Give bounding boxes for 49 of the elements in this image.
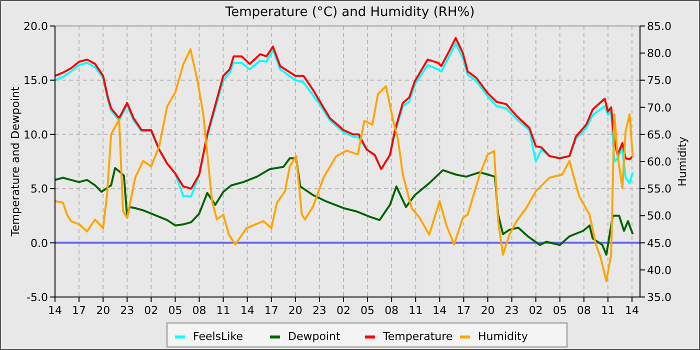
legend-label: FeelsLike <box>193 330 244 343</box>
x-tick-label: 05 <box>168 304 182 317</box>
x-tick-label: 14 <box>240 304 254 317</box>
x-tick-label: 08 <box>576 304 591 317</box>
x-tick-label: 05 <box>552 304 567 317</box>
y2-tick-label: 80.0 <box>647 47 672 60</box>
x-tick-label: 23 <box>120 304 134 317</box>
y2-tick-label: 50.0 <box>647 210 672 223</box>
y2-tick-label: 55.0 <box>647 182 672 196</box>
legend-label: Dewpoint <box>288 330 341 343</box>
y-axis-title: Temperature and Dewpoint <box>9 86 22 238</box>
x-tick-label: 08 <box>384 304 399 317</box>
x-tick-label: 23 <box>504 304 519 317</box>
legend-label: Temperature <box>382 330 453 343</box>
x-tick-label: 23 <box>312 304 326 317</box>
y2-tick-label: 65.0 <box>647 128 672 142</box>
y2-tick-label: 40.0 <box>647 264 672 277</box>
x-tick-label: 17 <box>264 304 278 317</box>
x-tick-label: 14 <box>48 304 62 317</box>
y2-tick-label: 70.0 <box>647 101 672 114</box>
x-tick-label: 11 <box>216 304 230 317</box>
y2-tick-label: 75.0 <box>647 74 672 88</box>
x-tick-label: 05 <box>360 304 375 317</box>
x-tick-label: 14 <box>432 304 447 317</box>
x-tick-label: 17 <box>456 304 471 317</box>
y-tick-label: 20.0 <box>24 20 48 33</box>
y2-tick-label: 60.0 <box>647 156 672 168</box>
legend-label: Humidity <box>478 330 528 343</box>
y-tick-label: 5.0 <box>30 182 48 196</box>
x-tick-label: 11 <box>408 304 423 317</box>
y-tick-label: 10.0 <box>24 128 48 142</box>
y-tick-label: 15.0 <box>24 74 48 88</box>
x-tick-label: 20 <box>288 304 302 317</box>
x-tick-label: 14 <box>624 304 639 317</box>
y2-tick-label: 85.0 <box>647 20 672 33</box>
x-tick-label: 17 <box>72 304 86 317</box>
y-tick-label: -5.0 <box>26 291 48 304</box>
x-tick-label: 08 <box>192 304 206 317</box>
y2-axis-title: Humidity <box>676 136 689 186</box>
y-tick-label: 0.0 <box>30 236 48 250</box>
x-tick-label: 20 <box>96 304 110 317</box>
x-tick-label: 11 <box>600 304 615 317</box>
x-tick-label: 02 <box>528 304 543 317</box>
y2-tick-label: 35.0 <box>647 291 672 304</box>
x-tick-label: 02 <box>144 304 158 317</box>
y2-tick-label: 45.0 <box>647 236 672 250</box>
chart-title: Temperature (°C) and Humidity (RH%) <box>224 5 475 20</box>
x-tick-label: 02 <box>336 304 350 317</box>
x-tick-label: 20 <box>480 304 495 317</box>
